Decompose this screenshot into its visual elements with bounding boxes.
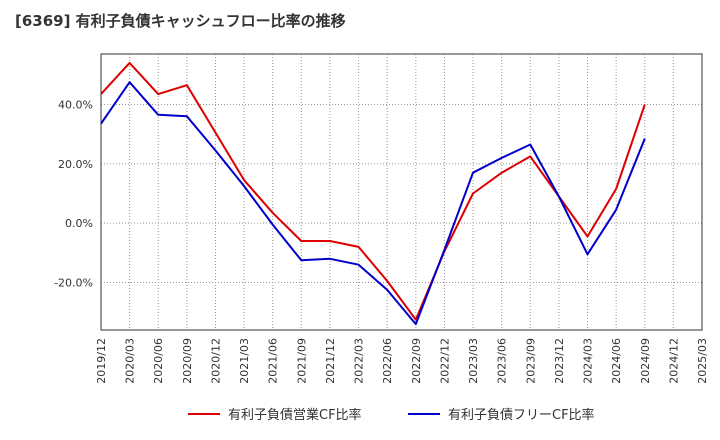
legend-label-free-cf: 有利子負債フリーCF比率	[448, 408, 595, 423]
x-tick-label: 2024/09	[639, 338, 652, 384]
x-tick-label: 2022/06	[381, 338, 394, 384]
chart-title: [6369] 有利子負債キャッシュフロー比率の推移	[15, 12, 346, 30]
x-tick-label: 2023/12	[553, 338, 566, 384]
x-tick-label: 2020/06	[152, 338, 165, 384]
x-tick-label: 2020/12	[209, 338, 222, 384]
x-tick-label: 2024/06	[610, 338, 623, 384]
y-tick-label: 40.0%	[58, 98, 93, 111]
x-tick-label: 2024/12	[667, 338, 680, 384]
x-tick-label: 2023/06	[496, 338, 509, 384]
legend-swatch-operating-cf	[188, 412, 220, 415]
x-tick-label: 2020/09	[181, 338, 194, 384]
x-axis-ticks: 2019/12 2020/03 2020/06 2020/09 2020/12 2021/…	[95, 338, 709, 384]
line-chart: 40.0% 20.0% 0.0% -20.0% 2019/12 2020/03 2020/…	[54, 53, 709, 384]
y-tick-label: 0.0%	[65, 217, 93, 230]
plot-frame	[100, 53, 703, 331]
series-line-1	[100, 61, 646, 321]
x-tick-label: 2021/09	[295, 338, 308, 384]
x-tick-label: 2021/03	[238, 338, 251, 384]
series-lines	[100, 61, 646, 326]
legend-item-free-cf: 有利子負債フリーCF比率	[408, 404, 595, 423]
x-tick-label: 2022/09	[410, 338, 423, 384]
x-tick-label: 2020/03	[124, 338, 137, 384]
y-tick-label: -20.0%	[54, 277, 93, 290]
x-tick-label: 2024/03	[582, 338, 595, 384]
legend-swatch-free-cf	[408, 412, 440, 415]
y-tick-label: 20.0%	[58, 158, 93, 171]
x-tick-label: 2021/12	[324, 338, 337, 384]
grid	[101, 54, 702, 330]
x-tick-label: 2022/03	[353, 338, 366, 384]
x-tick-label: 2023/03	[467, 338, 480, 384]
x-tick-label: 2025/03	[696, 338, 709, 384]
x-tick-label: 2019/12	[95, 338, 108, 384]
x-tick-label: 2022/12	[438, 338, 451, 384]
x-tick-label: 2021/06	[267, 338, 280, 384]
legend: 有利子負債営業CF比率 有利子負債フリーCF比率	[0, 404, 720, 428]
y-axis-ticks: 40.0% 20.0% 0.0% -20.0%	[54, 98, 93, 289]
series-line-2	[100, 81, 646, 326]
legend-label-operating-cf: 有利子負債営業CF比率	[228, 408, 362, 423]
x-tick-label: 2023/09	[524, 338, 537, 384]
legend-item-operating-cf: 有利子負債営業CF比率	[188, 404, 362, 423]
